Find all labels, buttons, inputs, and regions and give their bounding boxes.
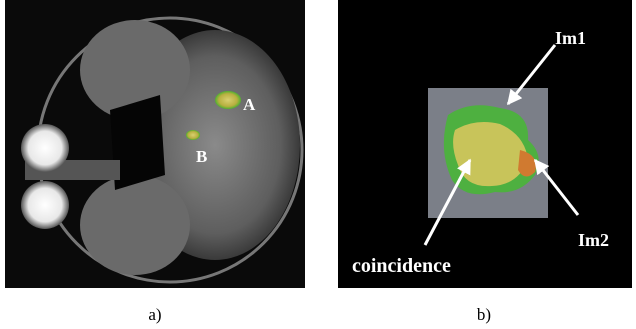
caption: b) [477, 305, 491, 324]
label-coincidence: coincidence [352, 255, 451, 277]
panel-b: Im1 Im2 coincidence [338, 0, 632, 288]
panel-a: A B [5, 0, 305, 288]
figure: A B a) Im1 Im2 coincidence b) [0, 0, 636, 329]
label-b: B [196, 147, 207, 166]
label-im2: Im2 [578, 230, 609, 250]
eye [21, 124, 69, 172]
caption: a) [148, 305, 161, 324]
label-im1: Im1 [555, 28, 586, 48]
eye [21, 181, 69, 229]
lesion-b [186, 130, 200, 140]
brain-lobe [80, 175, 190, 275]
lesion-a [215, 91, 241, 109]
label-a: A [243, 95, 256, 114]
